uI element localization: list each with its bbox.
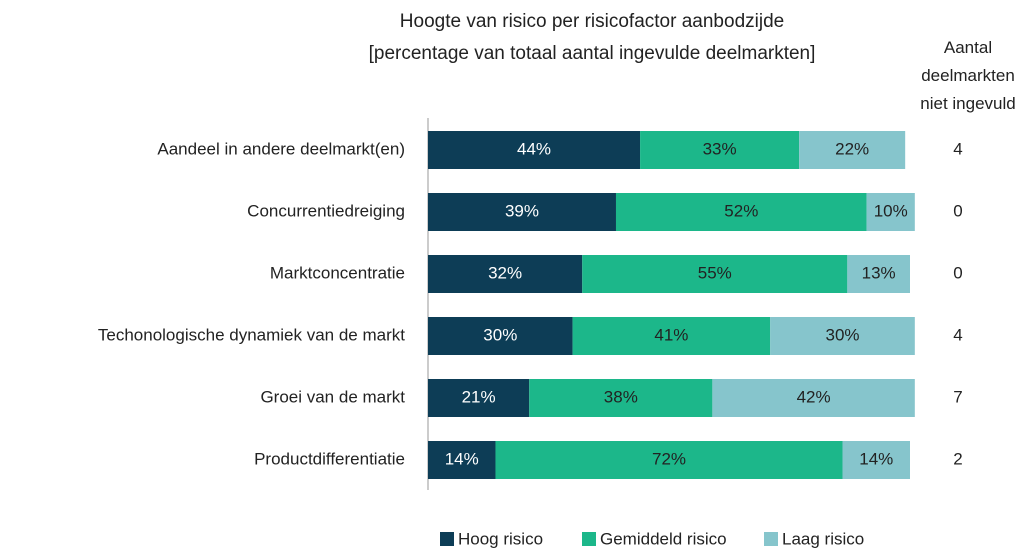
missing-count: 2 [953, 449, 962, 468]
bar-segment [428, 317, 573, 355]
value-label: 39% [505, 201, 539, 220]
value-label: 14% [859, 449, 893, 468]
value-label: 41% [654, 325, 688, 344]
missing-count: 4 [953, 325, 962, 344]
category-label: Productdifferentiatie [254, 449, 405, 468]
bar-segment [572, 317, 771, 355]
column-header: Aantal deelmarkten niet ingevuld [920, 38, 1016, 113]
value-label: 13% [862, 263, 896, 282]
bar-segment [428, 441, 496, 479]
bar-segment [640, 131, 800, 169]
value-label: 33% [703, 139, 737, 158]
missing-count: 0 [953, 201, 962, 220]
value-label: 32% [488, 263, 522, 282]
value-label: 42% [797, 387, 831, 406]
value-label: 22% [835, 139, 869, 158]
category-label: Groei van de markt [260, 387, 405, 406]
bar-segment [495, 441, 843, 479]
bar-segment [428, 255, 583, 293]
missing-count: 0 [953, 263, 962, 282]
value-label: 52% [724, 201, 758, 220]
bar-segment [847, 255, 910, 293]
legend-swatch [582, 532, 596, 546]
value-label: 10% [874, 201, 908, 220]
value-label: 30% [483, 325, 517, 344]
value-label: 38% [604, 387, 638, 406]
legend-label: Gemiddeld risico [600, 529, 727, 548]
bar-segment [615, 193, 867, 231]
value-label: 72% [652, 449, 686, 468]
legend-swatch [764, 532, 778, 546]
value-label: 21% [462, 387, 496, 406]
value-label: 30% [826, 325, 860, 344]
missing-count: 7 [953, 387, 962, 406]
value-label: 14% [445, 449, 479, 468]
bar-segment [799, 131, 906, 169]
category-label: Concurrentiedreiging [247, 201, 405, 220]
bar-segment [842, 441, 910, 479]
bar-segment [712, 379, 915, 417]
bar-segment [866, 193, 915, 231]
bar-segment [428, 131, 641, 169]
chart-subtitle: [percentage van totaal aantal ingevulde … [369, 43, 816, 64]
category-label: Aandeel in andere deelmarkt(en) [157, 139, 405, 158]
bar-segment [770, 317, 915, 355]
bar-segment [428, 379, 530, 417]
bar-segment [529, 379, 713, 417]
bar-segment [582, 255, 848, 293]
legend-label: Hoog risico [458, 529, 543, 548]
bar-segment [428, 193, 616, 231]
chart-title: Hoogte van risico per risicofactor aanbo… [400, 11, 784, 32]
value-label: 55% [698, 263, 732, 282]
category-label: Marktconcentratie [270, 263, 405, 282]
value-label: 44% [517, 139, 551, 158]
legend-label: Laag risico [782, 529, 864, 548]
category-label: Techonologische dynamiek van de markt [98, 325, 405, 344]
legend-swatch [440, 532, 454, 546]
missing-count: 4 [953, 139, 962, 158]
